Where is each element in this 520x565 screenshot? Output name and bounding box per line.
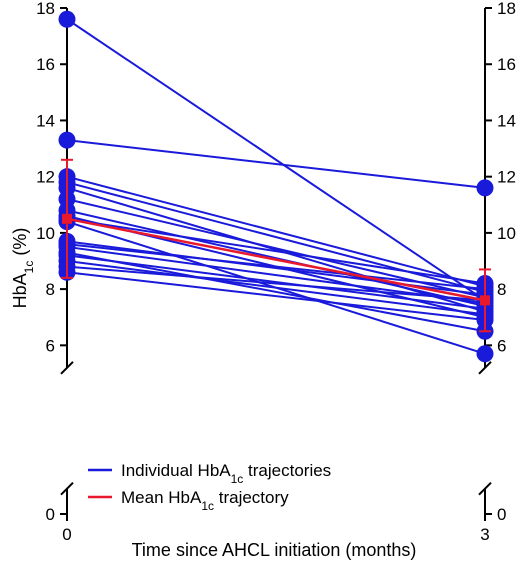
y-tick-label-right: 6 [497,336,506,355]
individual-trajectory-line [66,271,486,322]
y-axis-title-base: HbA [10,273,30,308]
individual-trajectory-line [66,209,486,307]
left-axis-break-mark [60,361,74,375]
y-tick-label-left: 6 [46,336,55,355]
y-axis-title-rest: (%) [10,228,30,261]
individual-trajectory-line [66,254,486,310]
x-axis-title: Time since AHCL initiation (months) [132,540,417,560]
legend-label-rest: trajectory [214,488,289,507]
individual-point [476,345,494,363]
individual-trajectory-line [66,217,486,285]
left-axis-break-mark [60,481,74,496]
individual-trajectory-line [66,175,486,288]
legend-label-sub: 1c [201,499,214,513]
individual-point [58,131,76,149]
individual-point [476,179,494,197]
mean-point [62,213,72,224]
y-tick-label-left: 10 [36,224,55,243]
x-tick-label: 3 [480,525,489,544]
legend-label-rest: trajectories [243,461,331,480]
legend-label-base: Mean HbA [121,488,202,507]
series-layer [58,10,494,363]
legend-label: Mean HbA1c trajectory [121,488,289,513]
y-tick-label-right: 10 [497,224,516,243]
mean-point [480,295,490,306]
y-tick-label-left: 16 [36,55,55,74]
y-tick-label-right: 0 [497,505,506,524]
y-tick-label-right: 14 [497,111,516,130]
x-tick-label: 0 [62,525,71,544]
mean-trajectory-line [66,217,486,302]
y-tick-label-left: 14 [36,111,55,130]
legend-label-sub: 1c [231,472,244,486]
mean-layer [61,158,491,333]
legend-label-base: Individual HbA [121,461,231,480]
y-tick-label-right: 16 [497,55,516,74]
y-tick-label-left: 0 [46,505,55,524]
individual-trajectory-line [66,251,486,333]
y-tick-label-right: 18 [497,0,516,18]
y-tick-label-left: 12 [36,168,55,187]
legend-label: Individual HbA1c trajectories [121,461,331,486]
y-tick-label-right: 12 [497,168,516,187]
individual-point [58,10,76,28]
individual-trajectory-line [66,139,486,189]
y-tick-label-left: 8 [46,280,55,299]
y-axis-title: HbA1c (%) [10,228,36,309]
y-tick-label-left: 18 [36,0,55,18]
right-axis-break-mark [478,481,492,496]
individual-trajectory-line [66,260,486,316]
individual-trajectory-line [66,18,486,302]
right-axis-break-mark [478,361,492,375]
y-axis-title-sub: 1c [22,261,36,274]
individual-trajectory-line [66,265,486,302]
individual-trajectory-line [66,243,486,291]
y-tick-label-right: 8 [497,280,506,299]
